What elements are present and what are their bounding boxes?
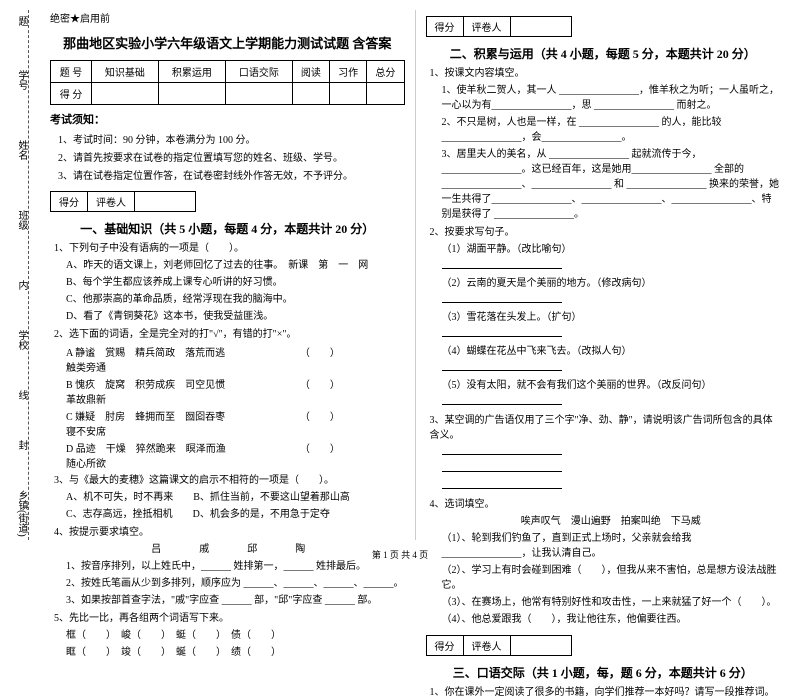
side-label: 班级 xyxy=(14,210,29,230)
side-label: 乡镇(街道) xyxy=(14,490,29,537)
answer-paren[interactable]: （ ） xyxy=(235,344,404,374)
confidential-mark: 绝密★启用前 xyxy=(50,10,405,25)
s2-q1c: 3、居里夫人的美名，从 ________________ 起就流传于今，____… xyxy=(442,147,781,222)
page-footer: 第 1 页 共 4 页 xyxy=(0,548,800,561)
s2-q2b: （2）云南的夏天是个美丽的地方。（修改病句） xyxy=(442,276,781,291)
side-label: 题 xyxy=(14,16,29,26)
q1-opt: D、看了《青铜葵花》这本书，使我受益匪浅。 xyxy=(66,309,405,324)
score-label: 得分 xyxy=(427,636,464,655)
s2-q4d: （4）、他总爱跟我（ ），我让他往东，他偏要往西。 xyxy=(442,612,781,627)
answer-blank[interactable] xyxy=(442,479,562,489)
s2-q2d: （4）蝴蝶在花丛中飞来飞去。（改拟人句） xyxy=(442,344,781,359)
th-col: 习作 xyxy=(330,61,367,83)
answer-paren[interactable]: （ ） xyxy=(235,376,404,406)
q4: 4、按提示要求填空。 xyxy=(54,525,405,540)
answer-blank[interactable] xyxy=(442,445,562,455)
s2-q1: 1、按课文内容填空。 xyxy=(430,66,781,81)
q5-row: 框（ ） 峻（ ） 蜓（ ） 债（ ） xyxy=(66,628,405,643)
q3-opt: A、机不可失，时不再来 B、抓住当前，不要这山望着那山高 xyxy=(66,490,405,505)
s3-q1: 1、你在课外一定阅读了很多的书籍，向学们推荐一本好吗？请写一段推荐词。 xyxy=(430,685,781,700)
score-cell[interactable] xyxy=(330,83,367,105)
side-label: 学校 xyxy=(14,330,29,350)
answer-blank[interactable] xyxy=(442,293,562,303)
q2-opt: D 品迹 干燥 猝然跪来 瞑泽而渔 随心所欲 xyxy=(66,440,235,470)
grader-blank[interactable] xyxy=(511,636,571,655)
q5-row: 眶（ ） 竣（ ） 蜒（ ） 绩（ ） xyxy=(66,645,405,660)
section-score-box: 得分 评卷人 xyxy=(50,191,196,212)
section2-title: 二、积累与运用（共 4 小题，每题 5 分，本题共计 20 分） xyxy=(426,45,781,62)
answer-paren[interactable]: （ ） xyxy=(235,408,404,438)
notice-item: 1、考试时间：90 分钟，本卷满分为 100 分。 xyxy=(58,131,405,146)
q4-sub: 3、如果按部首查字法，"戚"字应查 ______ 部，"邱"字应查 ______… xyxy=(66,593,405,608)
s2-q1a: 1、使羊秋二贺人，其一人 ________________，惟羊秋之为听；一人虽… xyxy=(442,83,781,113)
q1-opt: B、每个学生都应该养成上课专心听讲的好习惯。 xyxy=(66,275,405,290)
th-col: 知识基础 xyxy=(91,61,158,83)
th-col: 阅读 xyxy=(292,61,329,83)
q2: 2、选下面的词语，全是完全对的打"√"，有错的打"×"。 xyxy=(54,327,405,342)
row-label: 得 分 xyxy=(51,83,92,105)
score-cell[interactable] xyxy=(367,83,404,105)
s2-q4b: （2）、学习上有时会碰到困难（ ），但我从来不害怕，总是想方设法战胜它。 xyxy=(442,563,781,593)
notice-item: 2、请首先按要求在试卷的指定位置填写您的姓名、班级、学号。 xyxy=(58,149,405,164)
side-label: 学号 xyxy=(14,70,29,90)
s2-q2c: （3）雪花落在头发上。（扩句） xyxy=(442,310,781,325)
right-column: 得分 评卷人 二、积累与运用（共 4 小题，每题 5 分，本题共计 20 分） … xyxy=(416,10,791,540)
grader-label: 评卷人 xyxy=(464,17,511,36)
score-cell[interactable] xyxy=(91,83,158,105)
q2-opt: B 愧疚 旋窝 积劳成疾 司空见惯 革故鼎新 xyxy=(66,376,235,406)
s2-q3: 3、某空调的广告语仅用了三个字"净、劲、静"，请说明该广告词所包含的具体含义。 xyxy=(430,413,781,443)
q4-sub: 2、按姓氏笔画从少到多排列，顺序应为 ______、______、______、… xyxy=(66,576,405,591)
s2-q4-opts: 唉声叹气 漫山遍野 拍案叫绝 下马威 xyxy=(442,514,781,529)
s2-q2e: （5）没有太阳，就不会有我们这个美丽的世界。（改反问句） xyxy=(442,378,781,393)
section1-title: 一、基础知识（共 5 小题，每题 4 分，本题共计 20 分） xyxy=(50,220,405,237)
q2-opt: A 静谧 赏赐 精兵简政 落荒而逃 触类旁通 xyxy=(66,344,235,374)
left-column: 绝密★启用前 那曲地区实验小学六年级语文上学期能力测试试题 含答案 题 号 知识… xyxy=(40,10,415,540)
section-score-box: 得分 评卷人 xyxy=(426,635,572,656)
answer-blank[interactable] xyxy=(442,462,562,472)
answer-blank[interactable] xyxy=(442,327,562,337)
notice-item: 3、请在试卷指定位置作答，在试卷密封线外作答无效，不予评分。 xyxy=(58,167,405,182)
score-cell[interactable] xyxy=(225,83,292,105)
answer-blank[interactable] xyxy=(442,395,562,405)
th-col: 总分 xyxy=(367,61,404,83)
q3-opt: C、志存高远，挫抵相机 D、机会多的是，不用急于定夺 xyxy=(66,507,405,522)
side-label: 线 xyxy=(14,390,29,400)
side-label: 姓名 xyxy=(14,140,29,160)
notice-title: 考试须知： xyxy=(50,111,405,127)
s2-q4c: （3）、在赛场上，他常有特别好性和攻击性，一上来就猛了好一个（ ）。 xyxy=(442,595,781,610)
q5: 5、先比一比，再各组两个词语写下来。 xyxy=(54,611,405,626)
score-label: 得分 xyxy=(427,17,464,36)
grader-blank[interactable] xyxy=(511,17,571,36)
score-cell[interactable] xyxy=(292,83,329,105)
q2-opt: C 嫌疑 肘房 蜂拥而至 囫囵吞枣 寝不安席 xyxy=(66,408,235,438)
th-num: 题 号 xyxy=(51,61,92,83)
q1: 1、下列句子中没有语病的一项是（ ）。 xyxy=(54,241,405,256)
exam-title: 那曲地区实验小学六年级语文上学期能力测试试题 含答案 xyxy=(50,33,405,52)
grader-label: 评卷人 xyxy=(88,192,135,211)
binding-strip: 题 学号 姓名 班级 内 学校 线 封 乡镇(街道) xyxy=(10,10,40,540)
q3: 3、与《最大的麦穗》这篇课文的启示不相符的一项是（ ）。 xyxy=(54,473,405,488)
answer-blank[interactable] xyxy=(442,259,562,269)
answer-blank[interactable] xyxy=(442,361,562,371)
s2-q4: 4、选词填空。 xyxy=(430,497,781,512)
grader-label: 评卷人 xyxy=(464,636,511,655)
score-cell[interactable] xyxy=(158,83,225,105)
s2-q2a: （1）湖面平静。（改比喻句） xyxy=(442,242,781,257)
q4-sub: 1、按音序排列，以上姓氏中，______ 姓排第一，______ 姓排最后。 xyxy=(66,559,405,574)
grader-blank[interactable] xyxy=(135,192,195,211)
s2-q1b: 2、不只是树，人也是一样，在 ________________ 的人，能比较 _… xyxy=(442,115,781,145)
th-col: 口语交际 xyxy=(225,61,292,83)
score-label: 得分 xyxy=(51,192,88,211)
section-score-box: 得分 评卷人 xyxy=(426,16,572,37)
side-label: 封 xyxy=(14,440,29,450)
side-label: 内 xyxy=(14,280,29,290)
answer-paren[interactable]: （ ） xyxy=(235,440,404,470)
q1-opt: C、他那崇高的革命品质，经常浮现在我的脑海中。 xyxy=(66,292,405,307)
th-col: 积累运用 xyxy=(158,61,225,83)
q1-opt: A、昨天的语文课上，刘老师回忆了过去的往事。 新课 第 一 网 xyxy=(66,258,405,273)
section3-title: 三、口语交际（共 1 小题，每，题 6 分，本题共计 6 分） xyxy=(426,664,781,681)
s2-q2: 2、按要求写句子。 xyxy=(430,225,781,240)
score-table: 题 号 知识基础 积累运用 口语交际 阅读 习作 总分 得 分 xyxy=(50,60,405,105)
